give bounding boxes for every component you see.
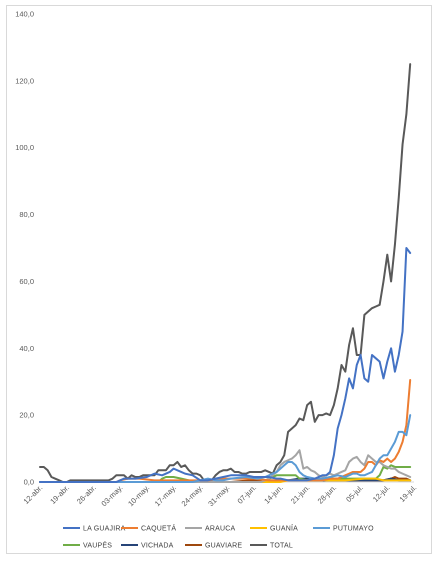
x-tick-label: 19-jul. bbox=[398, 483, 419, 504]
x-tick-label: 19-abr. bbox=[48, 483, 71, 506]
series-lines bbox=[39, 63, 412, 483]
x-axis: 12-abr. 19-abr. 26-abr. 03-may. 10-may. 17-ma… bbox=[22, 481, 419, 508]
legend-label: LA GUAJIRA bbox=[83, 526, 126, 533]
series-line-total bbox=[39, 63, 412, 483]
y-axis: 0,0 20,0 40,0 60,0 80,0 100,0 120,0 140,0 bbox=[15, 10, 34, 487]
y-tick-label: 100,0 bbox=[15, 143, 34, 152]
series-line-caquet- bbox=[39, 379, 412, 483]
legend-label: VICHADA bbox=[141, 543, 174, 550]
x-tick-label: 26-abr. bbox=[75, 483, 98, 506]
series-line-la-guajira bbox=[39, 247, 412, 483]
x-tick-label: 17-may. bbox=[153, 483, 178, 508]
y-tick-label: 20,0 bbox=[19, 411, 34, 420]
legend-label: CAQUETÁ bbox=[141, 524, 176, 533]
x-tick-label: 28-jun. bbox=[316, 483, 339, 506]
x-tick-label: 05-jul. bbox=[344, 483, 365, 504]
x-tick-label: 31-may. bbox=[206, 483, 231, 508]
y-tick-label: 120,0 bbox=[15, 76, 34, 85]
x-tick-label: 21-jun. bbox=[289, 483, 312, 506]
x-tick-label: 12-jul. bbox=[371, 483, 392, 504]
y-tick-label: 140,0 bbox=[15, 10, 34, 19]
y-tick-label: 60,0 bbox=[19, 277, 34, 286]
x-tick-label: 14-jun. bbox=[262, 483, 285, 506]
y-tick-label: 40,0 bbox=[19, 344, 34, 353]
legend-label: VAUPÉS bbox=[83, 541, 112, 550]
legend: LA GUAJIRA CAQUETÁ ARAUCA GUANÍA PUTUMAYO VAU… bbox=[63, 524, 374, 550]
legend-label: PUTUMAYO bbox=[333, 526, 374, 533]
x-tick-label: 24-may. bbox=[180, 483, 205, 508]
legend-label: ARAUCA bbox=[205, 526, 236, 533]
x-tick-label: 07-jun. bbox=[236, 483, 259, 506]
y-tick-label: 0,0 bbox=[24, 478, 34, 487]
y-tick-label: 80,0 bbox=[19, 210, 34, 219]
series-line-arauca bbox=[39, 449, 412, 483]
legend-label: TOTAL bbox=[270, 543, 293, 550]
legend-label: GUANÍA bbox=[270, 524, 298, 533]
legend-label: GUAVIARE bbox=[205, 543, 242, 550]
x-tick-label: 03-may. bbox=[99, 483, 124, 508]
x-tick-label: 10-may. bbox=[126, 483, 151, 508]
series-line-putumayo bbox=[39, 414, 412, 483]
